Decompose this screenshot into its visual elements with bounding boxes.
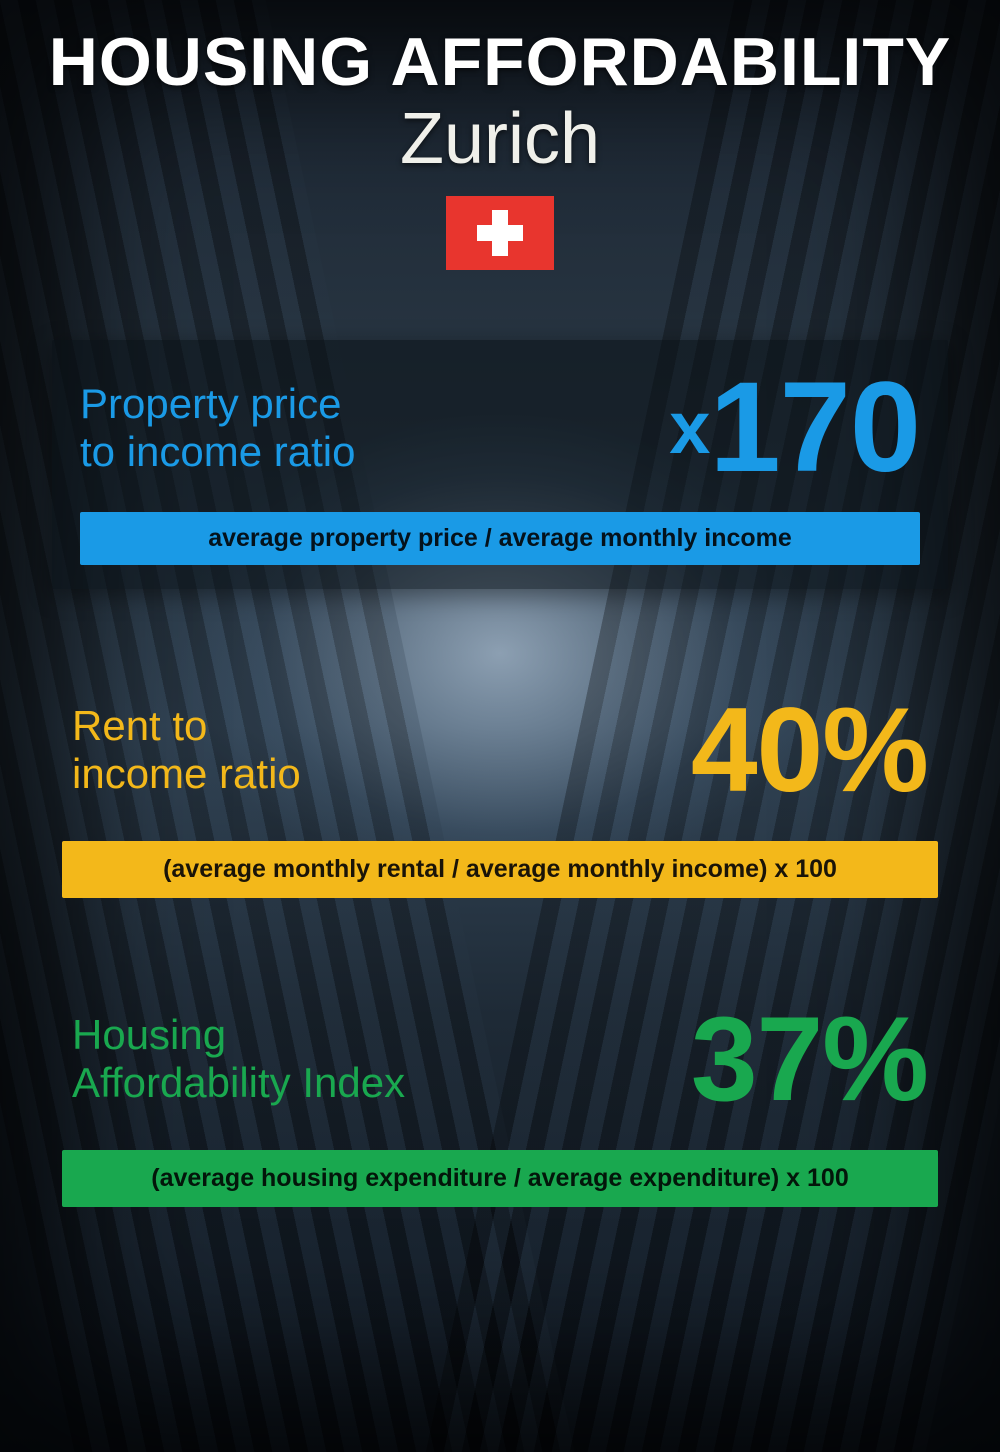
metric-label-line2: to income ratio: [80, 428, 355, 475]
metric-label: Property price to income ratio: [80, 380, 355, 477]
metric-value-number: 170: [709, 356, 920, 499]
metric-label-line2: income ratio: [72, 750, 301, 797]
metric-value-prefix: x: [669, 386, 709, 469]
metric-panel-rent-to-income: Rent to income ratio 40% (average monthl…: [62, 699, 938, 898]
metric-panel-price-to-income: Property price to income ratio x170 aver…: [52, 340, 948, 590]
page-title: HOUSING AFFORDABILITY: [0, 28, 1000, 96]
metric-value: 37%: [691, 1008, 928, 1110]
metric-formula: (average housing expenditure / average e…: [62, 1150, 938, 1207]
metric-label-line1: Property price: [80, 380, 341, 427]
metric-label-line1: Housing: [72, 1011, 226, 1058]
metric-label-line1: Rent to: [72, 702, 207, 749]
metric-label: Rent to income ratio: [72, 702, 301, 799]
metric-value-number: 37%: [691, 992, 928, 1126]
metric-value: 40%: [691, 699, 928, 801]
metric-value: x170: [669, 374, 920, 483]
metric-label-line2: Affordability Index: [72, 1059, 405, 1106]
flag-cross-h: [477, 225, 523, 241]
page-subtitle: Zurich: [0, 102, 1000, 178]
metric-label: Housing Affordability Index: [72, 1011, 405, 1108]
metric-formula: average property price / average monthly…: [80, 512, 920, 565]
swiss-flag-icon: [446, 196, 554, 270]
metric-formula: (average monthly rental / average monthl…: [62, 841, 938, 898]
metric-value-number: 40%: [691, 683, 928, 817]
metric-panel-affordability-index: Housing Affordability Index 37% (average…: [62, 1008, 938, 1207]
